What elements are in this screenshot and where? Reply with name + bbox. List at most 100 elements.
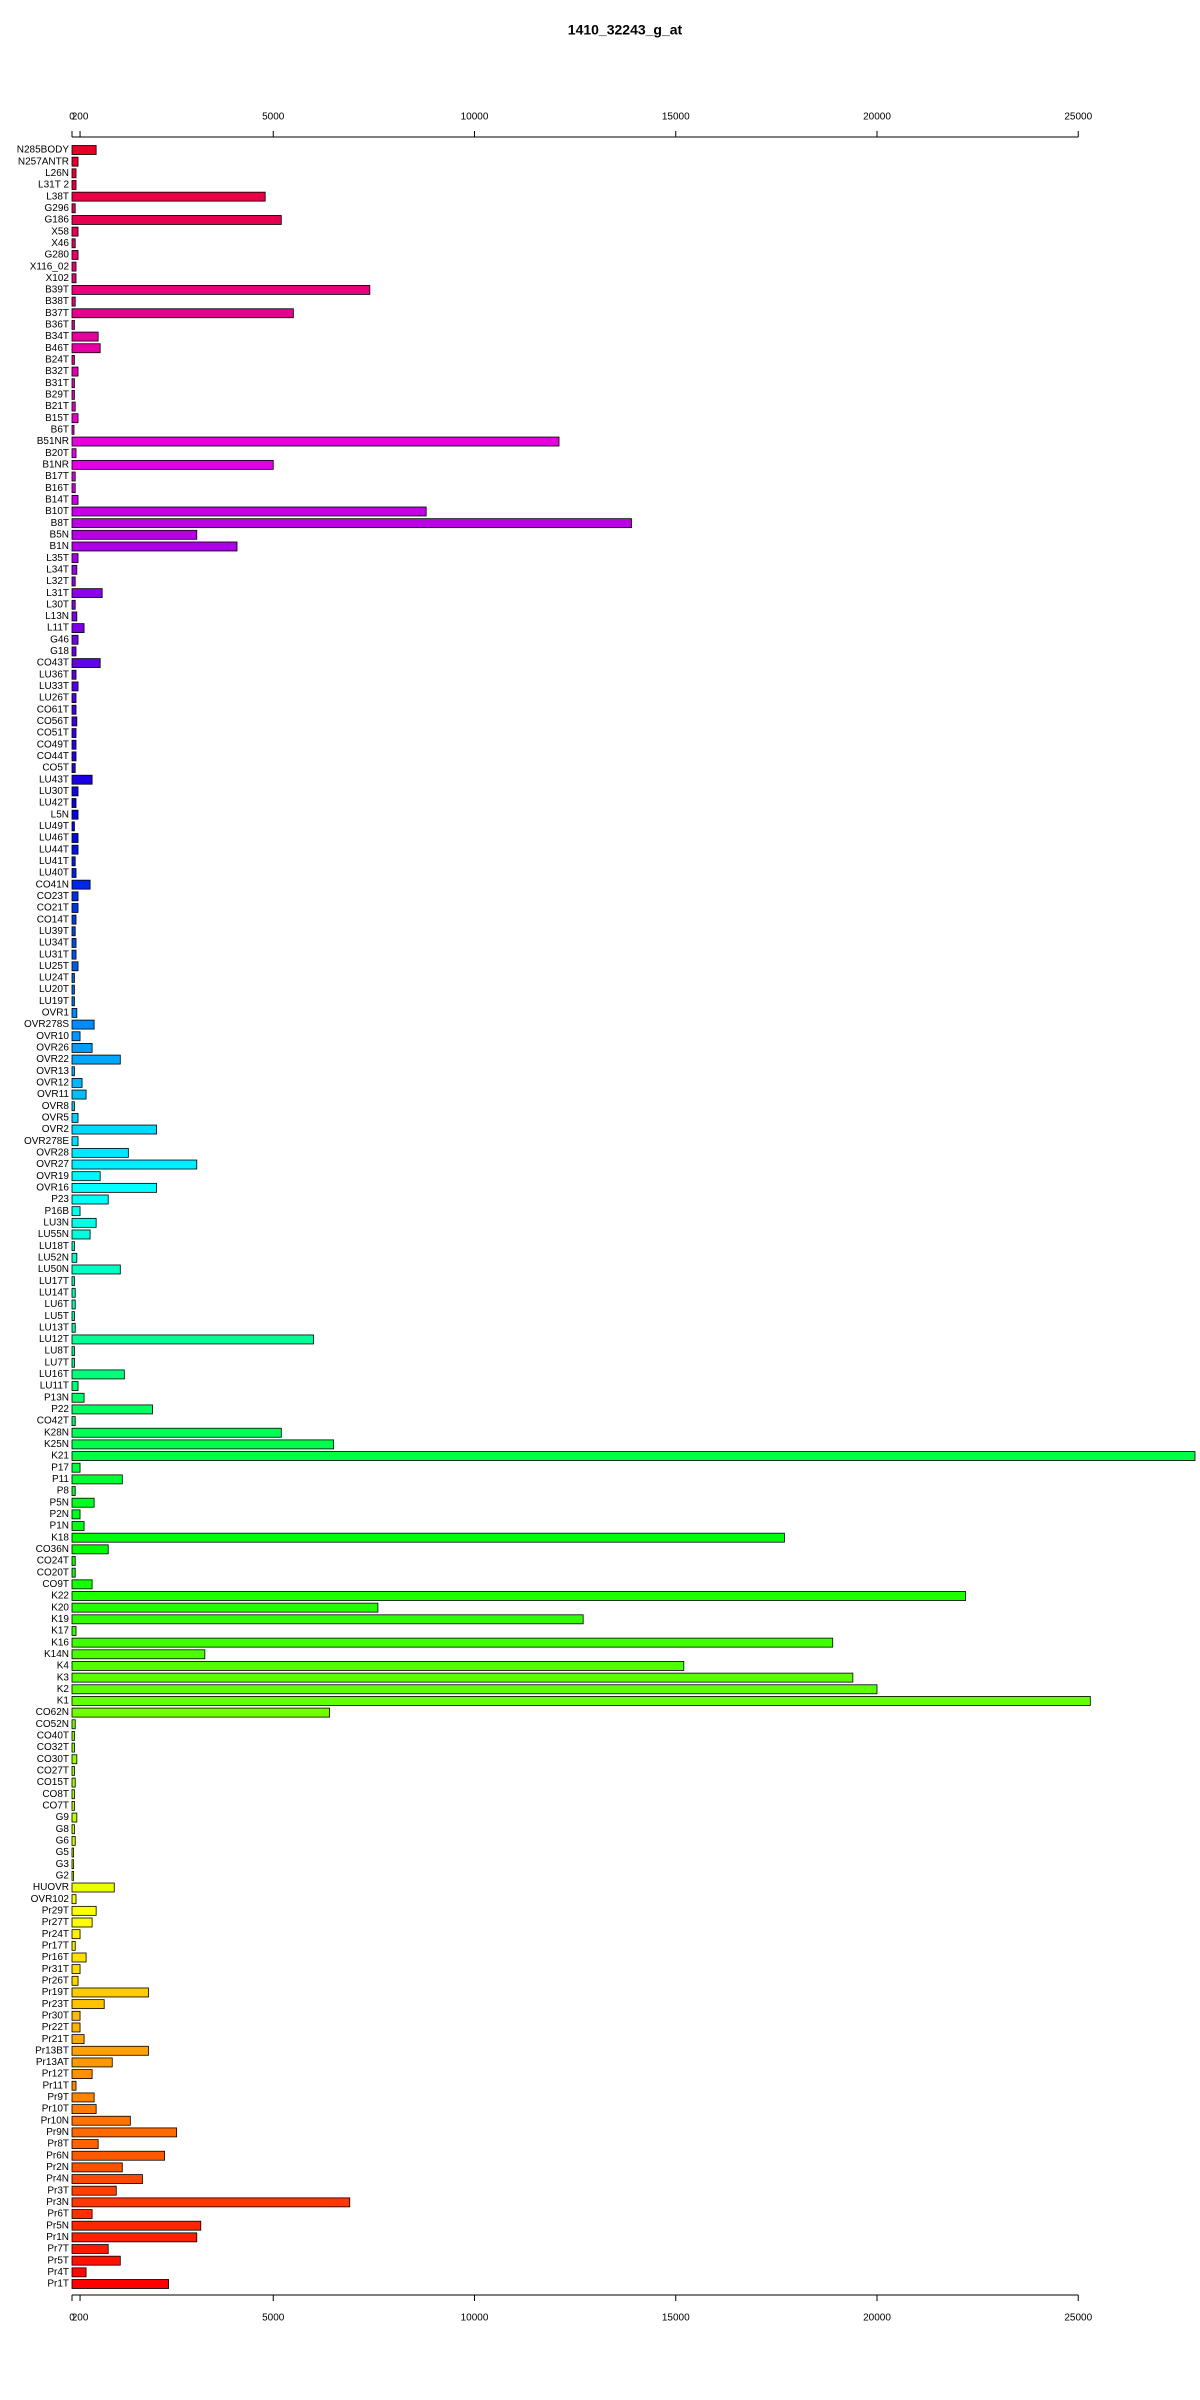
y-tick-label: L13N (45, 611, 69, 622)
y-tick-label: OVR16 (36, 1182, 69, 1193)
y-tick-label: CO32T (37, 1742, 69, 1753)
bar (71, 1147, 129, 1158)
y-tick-label: CO24T (37, 1556, 69, 1567)
bar (71, 1171, 101, 1182)
bar (71, 2080, 77, 2091)
y-tick-label: LU39T (39, 926, 69, 937)
bar (71, 2045, 149, 2056)
y-tick-label: L5N (51, 809, 69, 820)
y-tick-label: CO43T (37, 658, 69, 669)
bar (71, 2174, 143, 2184)
y-tick-label: Pr31T (42, 1964, 69, 1975)
bar (71, 1777, 76, 1788)
y-tick-label: G18 (50, 646, 69, 657)
y-tick-label: B21T (45, 401, 69, 412)
y-tick-label: LU14T (39, 1287, 69, 1298)
bar (71, 506, 427, 517)
bar (71, 844, 79, 855)
y-tick-label: B1NR (42, 459, 69, 470)
y-tick-label: B51NR (37, 436, 69, 447)
bar (71, 1532, 785, 1543)
bar (71, 1614, 584, 1625)
y-tick-label: Pr11T (43, 2080, 70, 2091)
y-tick-label: Pr5N (46, 2220, 69, 2231)
y-tick-label: LU33T (39, 681, 69, 692)
y-tick-label: G280 (45, 250, 70, 261)
y-tick-label: LU25T (39, 961, 69, 972)
y-tick-label: K21 (51, 1451, 69, 1462)
bar (71, 459, 274, 470)
y-tick-label: OVR278S (24, 1019, 69, 1030)
bar (71, 1404, 153, 1415)
y-tick-label: B29T (45, 390, 69, 401)
bar (71, 2209, 93, 2219)
bar (71, 576, 76, 587)
bar (71, 1731, 75, 1741)
y-tick-label: OVR11 (37, 1089, 69, 1100)
bar (71, 2150, 165, 2161)
bar (71, 1182, 157, 1193)
y-tick-label: LU6T (45, 1299, 69, 1310)
y-tick-label: Pr10T (42, 2104, 69, 2115)
bar (71, 273, 77, 284)
bar (71, 1008, 78, 1018)
y-tick-label: OVR2 (42, 1124, 70, 1135)
bar (71, 1392, 85, 1403)
y-tick-label: L26N (45, 168, 69, 179)
y-tick-label: Pr13AT (36, 2057, 69, 2068)
bar (71, 763, 76, 773)
bar (71, 191, 266, 202)
bar (71, 389, 75, 400)
bar (71, 1800, 75, 1811)
bar (71, 1649, 206, 1660)
y-tick-label: Pr6N (46, 2150, 69, 2161)
bar (71, 868, 77, 878)
y-tick-label: CO51T (37, 728, 69, 739)
y-tick-label: LU40T (39, 868, 69, 879)
bar (71, 681, 79, 692)
x-tick-label: 25000 (1064, 112, 1092, 123)
y-tick-label: Pr1T (47, 2279, 69, 2290)
y-tick-label: CO21T (37, 903, 69, 914)
bar (71, 378, 75, 389)
y-tick-label: LU8T (45, 1346, 69, 1357)
x-tick-label: 200 (72, 112, 89, 123)
bar (71, 623, 85, 634)
y-tick-label: LU11T (40, 1381, 69, 1392)
bar (71, 646, 77, 657)
bar (71, 471, 76, 482)
y-tick-label: K28N (44, 1427, 69, 1438)
bar (71, 2069, 93, 2079)
y-tick-label: LU55N (38, 1229, 69, 1240)
bar (71, 1859, 75, 1870)
y-tick-label: G296 (45, 203, 70, 214)
bar (71, 1241, 75, 1252)
y-tick-label: G3 (56, 1859, 70, 1870)
y-tick-label: OVR27 (36, 1159, 69, 1170)
bar (71, 1544, 109, 1555)
y-tick-label: LU50N (38, 1264, 69, 1275)
y-tick-label: Pr29T (42, 1905, 69, 1916)
bar (71, 1637, 834, 1648)
y-tick-label: CO7T (42, 1801, 69, 1812)
bar (71, 1567, 76, 1578)
y-tick-label: B15T (45, 413, 69, 424)
y-tick-label: G5 (56, 1847, 70, 1858)
bar (71, 2197, 351, 2208)
bar (71, 2092, 95, 2103)
bar (71, 716, 78, 727)
bar (71, 973, 75, 983)
y-tick-label: B34T (45, 331, 69, 342)
y-tick-label: P16B (45, 1206, 70, 1217)
y-tick-label: Pr5T (47, 2255, 69, 2266)
bar (71, 1929, 81, 1940)
y-tick-label: B6T (51, 425, 69, 436)
y-tick-label: B24T (45, 355, 69, 366)
y-tick-label: Pr27T (42, 1917, 69, 1928)
y-tick-label: LU31T (39, 949, 69, 960)
y-tick-label: P22 (51, 1404, 69, 1415)
bar (71, 1019, 95, 1030)
bar (71, 261, 77, 272)
y-tick-label: N285BODY (17, 145, 70, 156)
bar (71, 564, 78, 575)
